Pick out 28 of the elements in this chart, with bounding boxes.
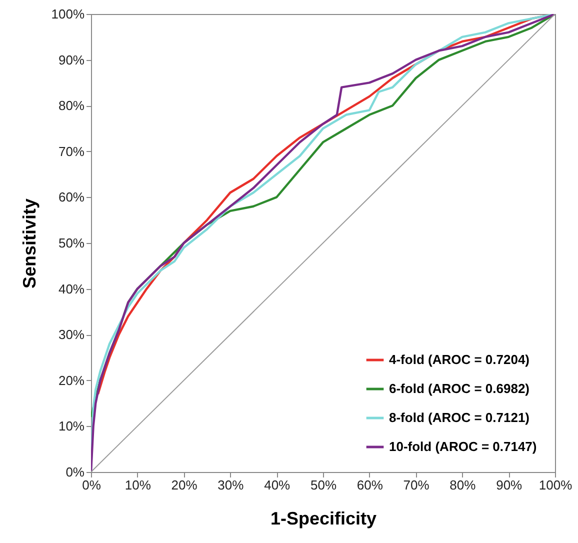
- x-tick-label: 50%: [310, 478, 337, 492]
- x-tick-label: 90%: [496, 478, 523, 492]
- y-axis-title: Sensitivity: [19, 198, 40, 289]
- y-tick-label: 20%: [58, 372, 85, 388]
- y-tick-label: 0%: [66, 464, 85, 480]
- legend-label: 6-fold (AROC = 0.6982): [389, 381, 530, 396]
- x-tick-label: 70%: [403, 478, 430, 492]
- x-tick-label: 40%: [264, 478, 291, 492]
- x-tick-label: 10%: [124, 478, 152, 492]
- y-tick-label: 50%: [58, 236, 85, 250]
- x-axis-title: 1-Specificity: [270, 508, 377, 528]
- x-tick-label: 20%: [171, 478, 198, 492]
- legend-label: 4-fold (AROC = 0.7204): [389, 352, 530, 367]
- y-tick-label: 10%: [58, 418, 85, 434]
- y-tick-label: 40%: [58, 281, 85, 296]
- legend-label: 8-fold (AROC = 0.7121): [389, 410, 530, 425]
- x-tick-label: 80%: [450, 478, 476, 492]
- x-tick-label: 60%: [356, 478, 384, 492]
- y-tick-label: 70%: [58, 144, 85, 159]
- legend-label: 10-fold (AROC = 0.7147): [389, 439, 537, 454]
- x-tick-label: 0%: [82, 478, 102, 492]
- x-tick-label: 100%: [538, 478, 573, 492]
- y-tick-label: 60%: [58, 190, 85, 205]
- y-tick-label: 100%: [51, 6, 85, 22]
- y-tick-label: 80%: [58, 98, 85, 114]
- y-tick-label: 90%: [58, 52, 85, 68]
- y-tick-label: 30%: [58, 327, 85, 342]
- x-tick-label: 30%: [218, 478, 244, 492]
